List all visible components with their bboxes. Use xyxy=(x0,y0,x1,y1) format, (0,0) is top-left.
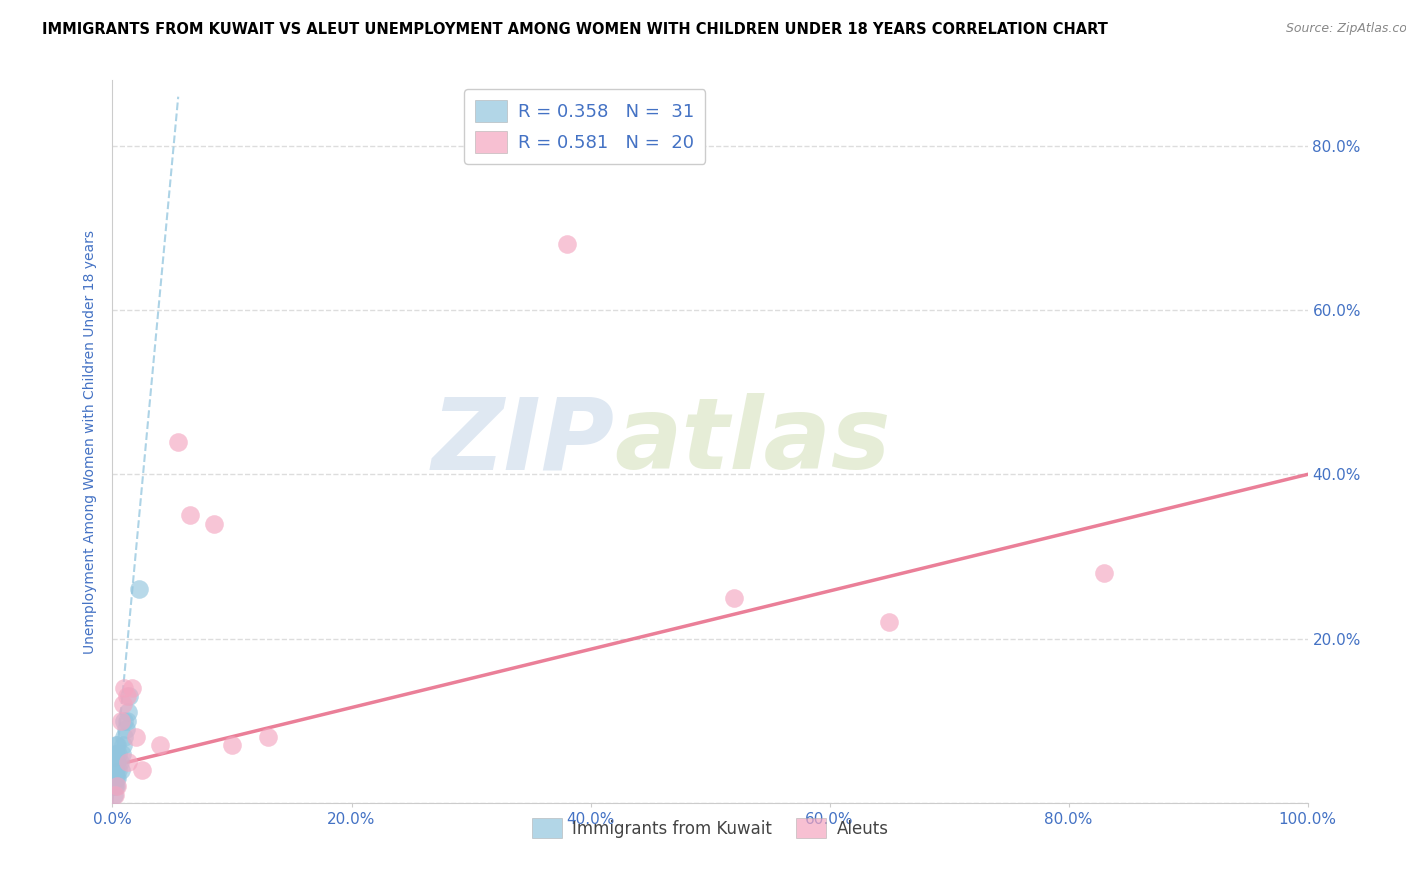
Point xyxy=(104,780,127,794)
Point xyxy=(118,689,141,703)
Point xyxy=(105,780,128,794)
Point xyxy=(117,755,139,769)
Point xyxy=(115,689,138,703)
Point xyxy=(103,763,125,777)
Point xyxy=(221,739,243,753)
Point xyxy=(125,730,148,744)
Point xyxy=(115,714,138,728)
Point xyxy=(114,681,135,695)
Point xyxy=(110,763,132,777)
Point xyxy=(114,714,135,728)
Text: IMMIGRANTS FROM KUWAIT VS ALEUT UNEMPLOYMENT AMONG WOMEN WITH CHILDREN UNDER 18 : IMMIGRANTS FROM KUWAIT VS ALEUT UNEMPLOY… xyxy=(42,22,1108,37)
Point xyxy=(723,591,745,605)
Y-axis label: Unemployment Among Women with Children Under 18 years: Unemployment Among Women with Children U… xyxy=(83,229,97,654)
Point xyxy=(103,780,125,794)
Point xyxy=(112,698,135,712)
Point xyxy=(555,237,578,252)
Point xyxy=(117,706,139,720)
Point xyxy=(121,681,143,695)
Legend: Immigrants from Kuwait, Aleuts: Immigrants from Kuwait, Aleuts xyxy=(524,812,896,845)
Point xyxy=(114,730,135,744)
Point xyxy=(167,434,190,449)
Point xyxy=(105,771,128,785)
Point xyxy=(105,747,128,761)
Point xyxy=(103,771,125,785)
Point xyxy=(149,739,172,753)
Point xyxy=(105,755,128,769)
Point xyxy=(111,747,134,761)
Point xyxy=(104,763,127,777)
Point xyxy=(257,730,280,744)
Point xyxy=(112,739,135,753)
Point xyxy=(179,508,201,523)
Point xyxy=(1094,566,1116,580)
Point xyxy=(114,722,136,736)
Point xyxy=(105,780,128,794)
Point xyxy=(110,714,132,728)
Point xyxy=(105,763,128,777)
Text: ZIP: ZIP xyxy=(432,393,614,490)
Point xyxy=(879,615,901,630)
Point xyxy=(105,739,128,753)
Point xyxy=(104,755,127,769)
Point xyxy=(104,788,127,802)
Point xyxy=(108,755,131,769)
Point xyxy=(202,516,225,531)
Point xyxy=(105,755,128,769)
Point xyxy=(103,788,125,802)
Point xyxy=(128,582,150,597)
Text: atlas: atlas xyxy=(614,393,891,490)
Point xyxy=(104,747,127,761)
Point xyxy=(107,763,129,777)
Point xyxy=(105,771,128,785)
Point xyxy=(131,763,153,777)
Point xyxy=(105,739,128,753)
Point xyxy=(104,771,127,785)
Point xyxy=(107,747,129,761)
Text: Source: ZipAtlas.com: Source: ZipAtlas.com xyxy=(1286,22,1406,36)
